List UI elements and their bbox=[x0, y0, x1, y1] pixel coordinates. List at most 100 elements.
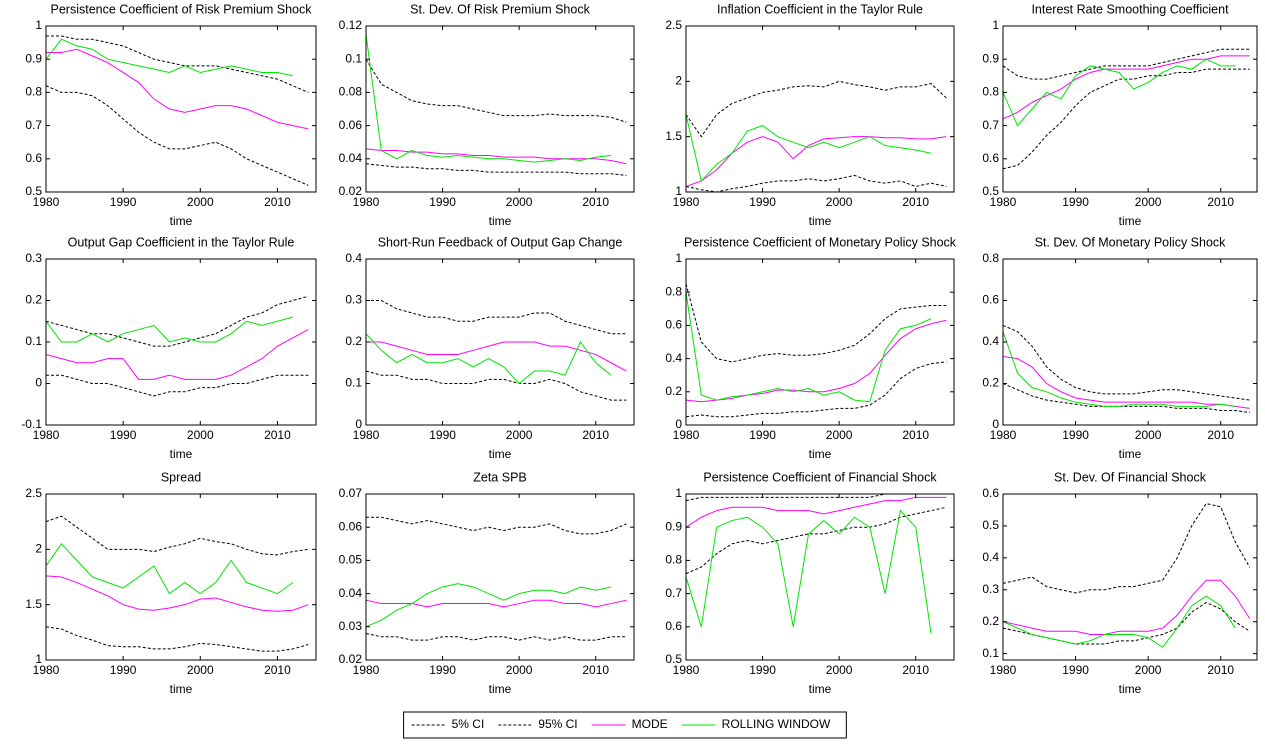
axes-box bbox=[1002, 493, 1258, 661]
series-line bbox=[686, 114, 932, 182]
x-tick-label: 2000 bbox=[826, 195, 853, 209]
y-tick-label: 0.1 bbox=[345, 51, 362, 65]
series-line bbox=[686, 506, 947, 575]
x-tick-label: 2000 bbox=[1135, 428, 1162, 442]
y-tick-label: 2.5 bbox=[665, 18, 682, 32]
axes-box bbox=[685, 493, 955, 661]
series-group bbox=[46, 295, 309, 397]
subplot: Output Gap Coefficient in the Taylor Rul… bbox=[21, 235, 317, 461]
x-tick-label: 1980 bbox=[990, 428, 1017, 442]
y-tick-label: 0 bbox=[675, 417, 682, 431]
series-line bbox=[366, 599, 627, 608]
subplot-title: Short-Run Feedback of Output Gap Change bbox=[378, 235, 623, 249]
subplot: Spread time 1 1.5 2 2.5 1980 1990 2000 2010 bbox=[25, 470, 317, 696]
y-tick-label: 0.5 bbox=[982, 184, 999, 198]
series-line bbox=[366, 370, 627, 401]
series-line bbox=[46, 329, 309, 380]
y-tick-label: 0.03 bbox=[339, 619, 363, 633]
subplot-title: Persistence Coefficient of Risk Premium … bbox=[51, 2, 313, 16]
x-axis-label: time bbox=[809, 214, 832, 228]
y-tick-label: 0.6 bbox=[665, 318, 682, 332]
x-tick-label: 1980 bbox=[673, 663, 700, 677]
x-tick-label: 2010 bbox=[264, 663, 291, 677]
x-tick-label: 1980 bbox=[353, 428, 380, 442]
x-tick-label: 2000 bbox=[506, 663, 533, 677]
series-line bbox=[46, 626, 309, 652]
axes-box bbox=[45, 493, 317, 661]
y-tick-label: 0.6 bbox=[982, 486, 999, 500]
x-axis-label: time bbox=[1119, 447, 1142, 461]
plot-area bbox=[366, 26, 634, 192]
y-tick-label: 0.3 bbox=[345, 293, 362, 307]
x-tick-label: 2010 bbox=[264, 195, 291, 209]
y-tick-label: 0.8 bbox=[982, 85, 999, 99]
y-tick-label: 0.6 bbox=[982, 151, 999, 165]
y-tick-label: 0.07 bbox=[339, 486, 363, 500]
y-tick-label: 0.9 bbox=[665, 519, 682, 533]
y-tick-label: 1 bbox=[675, 184, 682, 198]
x-axis-label: time bbox=[489, 682, 512, 696]
series-line bbox=[1003, 356, 1250, 409]
subplot: Inflation Coefficient in the Taylor Rule… bbox=[665, 2, 955, 228]
series-line bbox=[46, 543, 294, 595]
y-tick-label: 1.5 bbox=[25, 597, 42, 611]
series-line bbox=[46, 515, 309, 556]
y-tick-label: 0.9 bbox=[25, 51, 42, 65]
x-tick-label: 2010 bbox=[582, 428, 609, 442]
y-tick-label: 0.5 bbox=[982, 518, 999, 532]
subplot-title: St. Dev. Of Financial Shock bbox=[1054, 470, 1207, 484]
y-tick-label: 1 bbox=[675, 486, 682, 500]
axes-box bbox=[365, 493, 635, 661]
series-line bbox=[1003, 503, 1251, 594]
axes-box bbox=[685, 258, 955, 426]
series-line bbox=[1003, 579, 1251, 635]
plot-area bbox=[366, 494, 634, 660]
y-tick-label: 0.04 bbox=[339, 151, 363, 165]
series-line bbox=[366, 333, 612, 385]
subplot-title: Zeta SPB bbox=[473, 470, 527, 484]
x-tick-label: 1990 bbox=[749, 195, 776, 209]
subplot-title: Output Gap Coefficient in the Taylor Rul… bbox=[68, 235, 295, 249]
x-tick-label: 1990 bbox=[110, 663, 137, 677]
y-tick-label: 2 bbox=[35, 542, 42, 556]
series-group bbox=[686, 494, 947, 634]
series-line bbox=[686, 509, 932, 634]
x-tick-label: 1990 bbox=[1062, 195, 1089, 209]
x-tick-label: 1990 bbox=[429, 195, 456, 209]
series-line bbox=[46, 575, 309, 612]
y-tick-label: 0.5 bbox=[25, 184, 42, 198]
x-tick-label: 1990 bbox=[429, 428, 456, 442]
x-tick-label: 2000 bbox=[826, 428, 853, 442]
subplot: Interest Rate Smoothing Coefficient time 0… bbox=[982, 2, 1258, 228]
x-tick-label: 1990 bbox=[1062, 663, 1089, 677]
subplot: Persistence Coefficient of Monetary Poli… bbox=[665, 235, 956, 461]
x-tick-label: 2000 bbox=[187, 195, 214, 209]
axes-box bbox=[45, 25, 317, 193]
x-tick-label: 1980 bbox=[33, 195, 60, 209]
axes-box bbox=[365, 258, 635, 426]
series-line bbox=[686, 283, 947, 363]
subplot-title: Interest Rate Smoothing Coefficient bbox=[1031, 2, 1229, 16]
series-group bbox=[1003, 48, 1250, 170]
y-tick-label: -0.1 bbox=[21, 417, 42, 431]
y-tick-label: 0.05 bbox=[339, 553, 363, 567]
x-tick-label: 2010 bbox=[1207, 428, 1234, 442]
x-axis-label: time bbox=[489, 447, 512, 461]
y-tick-label: 0.3 bbox=[25, 251, 42, 265]
x-tick-label: 2010 bbox=[902, 428, 929, 442]
x-tick-label: 2010 bbox=[582, 195, 609, 209]
x-tick-label: 1980 bbox=[353, 663, 380, 677]
y-tick-label: 0.2 bbox=[345, 334, 362, 348]
x-axis-label: time bbox=[1119, 214, 1142, 228]
x-tick-label: 2000 bbox=[1135, 663, 1162, 677]
subplot: Persistence Coefficient of Risk Premium … bbox=[25, 2, 317, 228]
legend: 5% CI 95% CI MODE ROLLING WINDOW bbox=[403, 711, 847, 739]
axes-box bbox=[1002, 258, 1258, 426]
series-line bbox=[366, 58, 627, 123]
y-tick-label: 0.2 bbox=[982, 614, 999, 628]
plot-area bbox=[686, 259, 954, 425]
series-line bbox=[1003, 58, 1236, 127]
subplot-title: Spread bbox=[161, 470, 201, 484]
x-tick-label: 2000 bbox=[187, 428, 214, 442]
